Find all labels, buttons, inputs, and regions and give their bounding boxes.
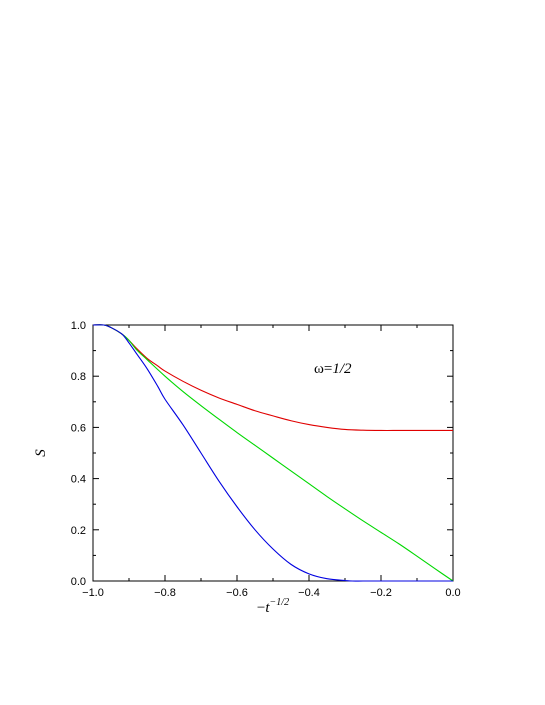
x-axis-label-exponent: −1/2 [270, 597, 290, 608]
x-tick-label: −0.6 [226, 587, 248, 599]
x-tick-label: 0.0 [445, 587, 460, 599]
omega-annotation: ω=1/2 [314, 361, 352, 377]
series-line-1 [92, 324, 453, 432]
tick-labels: −1.0 −0.8 −0.6 −0.4 −0.2 0.0 0.0 0.2 0.4 0.6 0.8 1.… [71, 320, 461, 599]
omega-equals: = [324, 361, 332, 377]
omega-symbol: ω [314, 361, 324, 377]
y-axis-label: S [33, 449, 49, 457]
y-tick-label: 0.2 [71, 525, 86, 537]
x-tick-label: −0.4 [298, 587, 320, 599]
x-axis-label-prefix: − [257, 600, 265, 616]
y-tick-label: 1.0 [71, 320, 86, 332]
x-tick-label: −0.8 [154, 587, 176, 599]
plot-frame [92, 324, 454, 582]
y-tick-label: 0.0 [71, 576, 86, 588]
series-layer [92, 324, 454, 582]
y-tick-label: 0.4 [71, 474, 86, 486]
tick-marks [92, 324, 454, 582]
x-tick-label: −1.0 [82, 587, 104, 599]
x-axis-label: −t−1/2 [257, 597, 289, 616]
y-tick-label: 0.6 [71, 422, 86, 434]
y-tick-label: 0.8 [71, 371, 86, 383]
series-line-3 [92, 324, 453, 582]
x-tick-label: −0.2 [370, 587, 392, 599]
x-axis-label-base: t [265, 600, 270, 616]
omega-value: 1/2 [332, 361, 352, 377]
series-line-2 [92, 324, 454, 582]
